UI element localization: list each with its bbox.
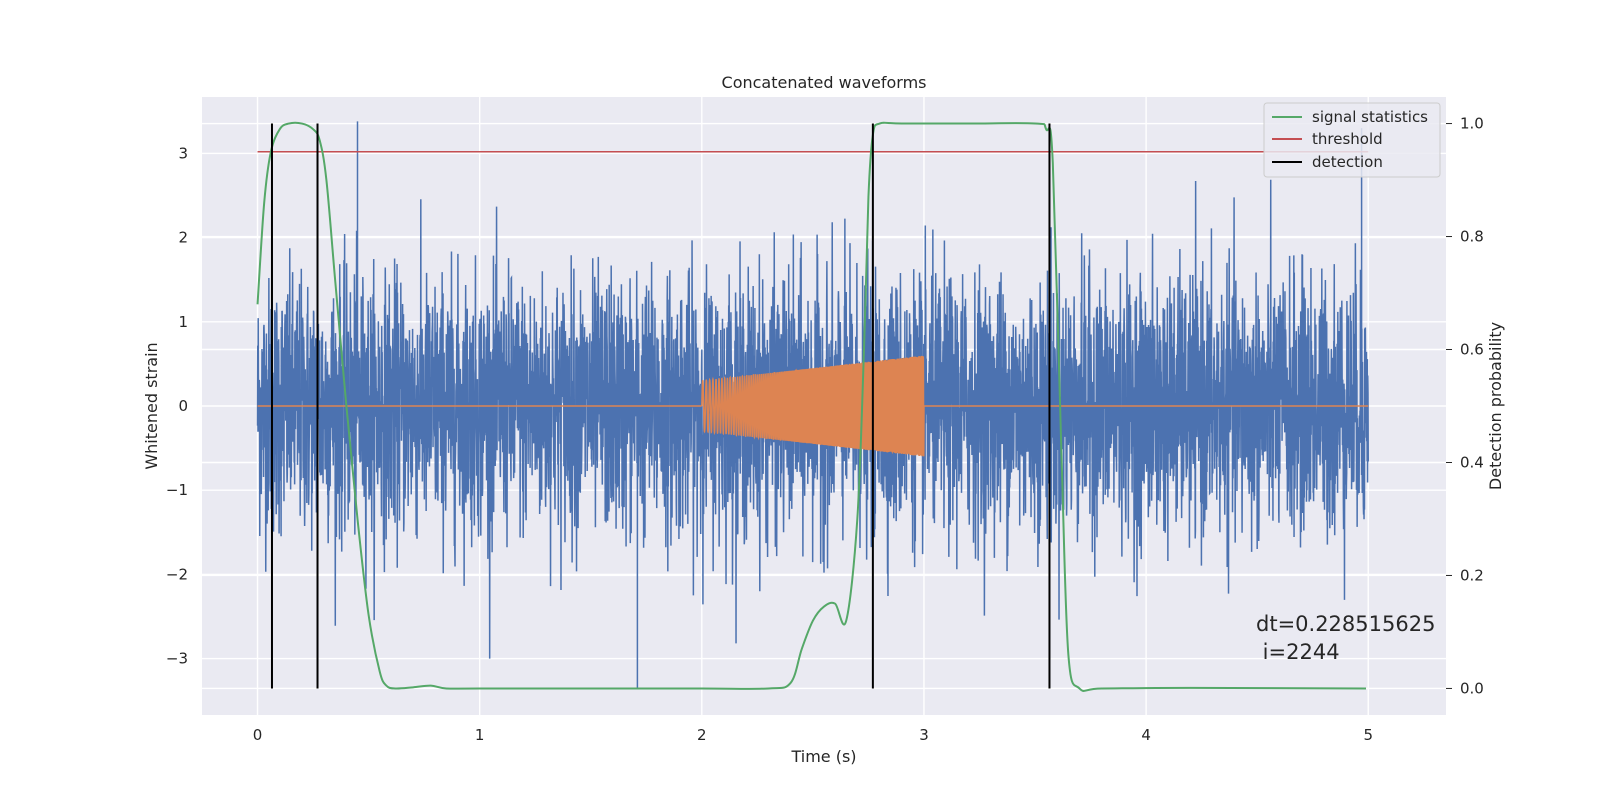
y-right-tick-label: 0.2 — [1460, 566, 1484, 584]
series-injected-chirp — [257, 355, 1369, 457]
series-signal-statistics — [256, 121, 1367, 692]
ticks: 0 1 2 3 4 5 −3 −2 −1 0 1 2 3 0.0 0.2 0.4 0.6 0.8 1.0 — [166, 115, 1484, 744]
y-axis-label: Whitened strain — [142, 342, 161, 469]
y-right-tick-label: 0.0 — [1460, 679, 1484, 697]
legend-label-signal-statistics: signal statistics — [1312, 108, 1428, 126]
y-tick-label: −2 — [166, 565, 188, 583]
x-tick-label: 4 — [1141, 726, 1151, 744]
y-right-tick-label: 1.0 — [1460, 115, 1484, 133]
y-right-tick-label: 0.4 — [1460, 453, 1484, 471]
y-tick-label: 1 — [178, 313, 188, 331]
y-tick-label: 2 — [178, 229, 188, 247]
legend-label-threshold: threshold — [1312, 130, 1383, 148]
y-tick-label: 0 — [178, 397, 188, 415]
y-right-axis-label: Detection probability — [1486, 322, 1505, 490]
y-tick-label: −3 — [166, 650, 188, 668]
x-axis-label: Time (s) — [790, 747, 856, 766]
legend: signal statistics threshold detection — [1263, 102, 1441, 178]
y-tick-label: −1 — [166, 481, 188, 499]
y-right-tick-label: 0.8 — [1460, 228, 1484, 246]
x-tick-label: 5 — [1363, 726, 1373, 744]
x-tick-label: 0 — [253, 726, 263, 744]
x-tick-label: 2 — [697, 726, 707, 744]
x-tick-label: 1 — [475, 726, 485, 744]
annotation-i: i=2244 — [1256, 640, 1340, 664]
chart-title: Concatenated waveforms — [722, 73, 927, 92]
legend-label-detection: detection — [1312, 153, 1383, 171]
series-layer — [256, 121, 1369, 692]
x-tick-label: 3 — [919, 726, 929, 744]
y-tick-label: 3 — [178, 144, 188, 162]
annotation-dt: dt=0.228515625 — [1256, 612, 1435, 636]
y-right-tick-label: 0.6 — [1460, 341, 1484, 359]
legend-frame — [1263, 102, 1441, 178]
